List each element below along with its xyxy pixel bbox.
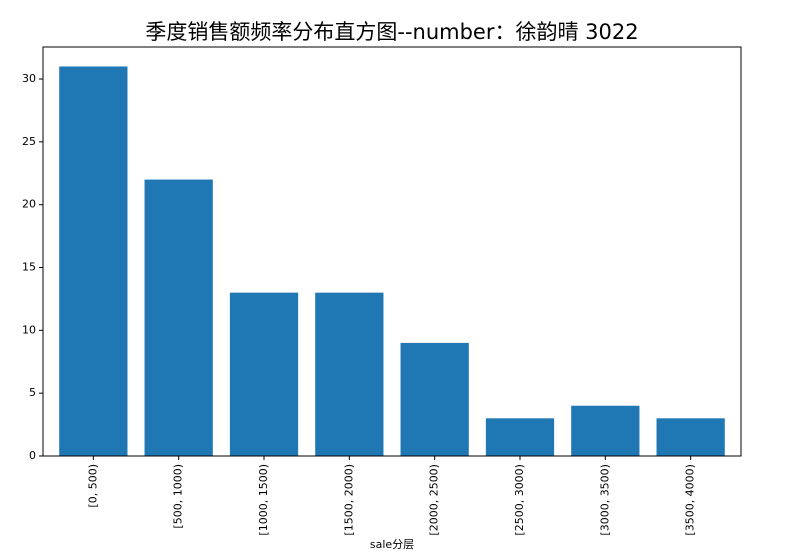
y-tick-label: 10 <box>22 323 36 336</box>
bar <box>59 66 128 456</box>
x-tick-label: [1500, 2000) <box>342 464 355 536</box>
x-tick-label: [3000, 3500) <box>598 464 611 536</box>
y-tick-label: 25 <box>22 135 36 148</box>
chart-title: 季度销售额频率分布直方图--number：徐韵晴 3022 <box>145 20 638 44</box>
y-tick-label: 30 <box>22 72 36 85</box>
y-tick-label: 0 <box>29 449 36 462</box>
x-tick-label: [2500, 3000) <box>513 464 526 536</box>
x-tick-label: [1000, 1500) <box>257 464 270 536</box>
y-tick-label: 20 <box>22 198 36 211</box>
bar <box>485 418 555 456</box>
plot-frame <box>42 46 742 457</box>
bar <box>144 179 213 456</box>
bar <box>656 418 725 456</box>
bar <box>315 292 384 456</box>
bar <box>229 292 299 456</box>
y-tick-label: 5 <box>29 386 36 399</box>
y-tick-label: 15 <box>22 261 36 274</box>
bar <box>400 342 469 456</box>
x-tick-label: [500, 1000) <box>172 464 185 529</box>
x-tick-label: [0, 500) <box>86 464 99 508</box>
x-tick-label: [2000, 2500) <box>428 464 441 536</box>
x-axis-label: sale分层 <box>370 538 414 551</box>
bar <box>571 405 640 456</box>
x-tick-label: [3500, 4000) <box>684 464 697 536</box>
